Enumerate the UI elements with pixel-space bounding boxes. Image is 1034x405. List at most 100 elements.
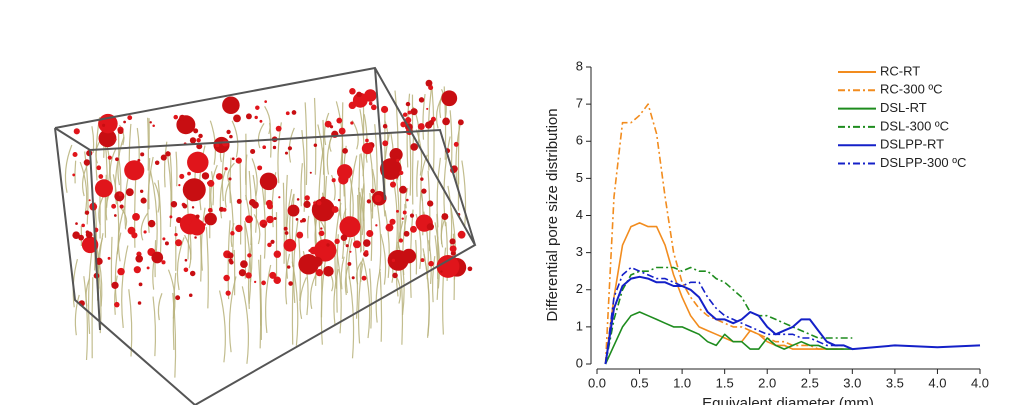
series-line: [604, 275, 981, 365]
pore: [426, 107, 429, 110]
fiber: [118, 124, 125, 146]
pore: [204, 212, 217, 226]
pore: [125, 188, 134, 197]
pore: [98, 129, 117, 148]
fiber: [285, 253, 291, 305]
pore: [124, 160, 145, 181]
fiber: [140, 212, 149, 241]
pore: [170, 200, 178, 208]
fiber: [264, 105, 271, 135]
pore: [102, 123, 106, 127]
pore: [391, 258, 396, 262]
fiber: [427, 86, 433, 171]
pore: [368, 101, 373, 106]
pore: [198, 133, 203, 139]
pore: [235, 224, 243, 233]
pore: [287, 204, 300, 217]
pore: [320, 196, 326, 202]
pore: [320, 241, 326, 248]
x-tick-label: 3.5: [886, 375, 904, 390]
pore: [309, 171, 312, 174]
pore: [404, 117, 412, 124]
pore: [313, 239, 337, 262]
y-tick-label: 7: [576, 96, 583, 111]
pore: [329, 125, 334, 129]
fiber: [176, 237, 185, 291]
y-axis-label: Differential pore size distribution: [544, 108, 561, 321]
pore: [278, 196, 281, 199]
fiber: [109, 147, 117, 185]
pore: [223, 274, 230, 282]
legend-label: RC-RT: [880, 63, 920, 78]
pore: [323, 265, 334, 277]
pore: [187, 171, 191, 176]
pore: [410, 225, 417, 233]
fiber: [148, 158, 151, 210]
pore: [133, 266, 141, 274]
pore: [275, 125, 282, 132]
pore: [225, 290, 231, 296]
fiber: [422, 248, 430, 338]
pore: [179, 114, 186, 121]
fiber: [415, 129, 423, 176]
pore: [83, 159, 91, 166]
pore: [140, 197, 147, 204]
fiber: [110, 236, 113, 286]
x-tick-label: 0.0: [588, 375, 606, 390]
fiber: [260, 288, 263, 340]
fiber: [330, 174, 336, 201]
pore: [196, 138, 201, 143]
pore: [249, 199, 256, 206]
fiber: [219, 170, 226, 219]
series-line: [604, 103, 844, 365]
pore: [222, 96, 240, 115]
pore: [160, 154, 167, 161]
y-tick-label: 6: [576, 133, 583, 148]
pore: [226, 129, 231, 135]
pore: [401, 248, 417, 264]
pore: [371, 104, 377, 111]
pore: [240, 260, 248, 268]
fiber: [300, 163, 303, 207]
pore: [72, 151, 78, 158]
pore: [392, 272, 398, 279]
pore: [338, 127, 346, 135]
pore: [449, 238, 456, 245]
fiber: [198, 145, 206, 211]
fiber: [461, 160, 467, 228]
pore: [436, 255, 460, 278]
fiber: [228, 183, 234, 260]
pore: [315, 269, 324, 277]
pore: [88, 199, 91, 202]
fiber: [379, 271, 383, 342]
pore: [396, 158, 400, 163]
fiber: [64, 144, 73, 193]
fiber: [117, 136, 125, 186]
pore: [236, 198, 242, 204]
pore: [72, 173, 76, 177]
fiber: [304, 102, 308, 186]
pore: [374, 194, 382, 203]
pore: [382, 140, 389, 147]
pore: [262, 145, 267, 150]
pore: [440, 270, 443, 273]
fiber: [257, 123, 265, 149]
pore: [175, 239, 183, 247]
fiber: [357, 187, 362, 253]
fiber: [200, 207, 206, 271]
pore: [400, 121, 407, 128]
pore: [149, 121, 152, 124]
pore: [399, 170, 404, 175]
pore: [426, 223, 434, 231]
pore: [350, 121, 354, 125]
pore: [365, 138, 369, 143]
pore: [85, 231, 93, 239]
pore: [457, 230, 466, 239]
pore: [399, 185, 407, 194]
fiber: [79, 161, 88, 215]
pore: [410, 143, 418, 151]
pore: [174, 232, 178, 237]
pore: [389, 218, 396, 225]
fiber: [399, 260, 404, 345]
pore-render: [54, 66, 477, 405]
